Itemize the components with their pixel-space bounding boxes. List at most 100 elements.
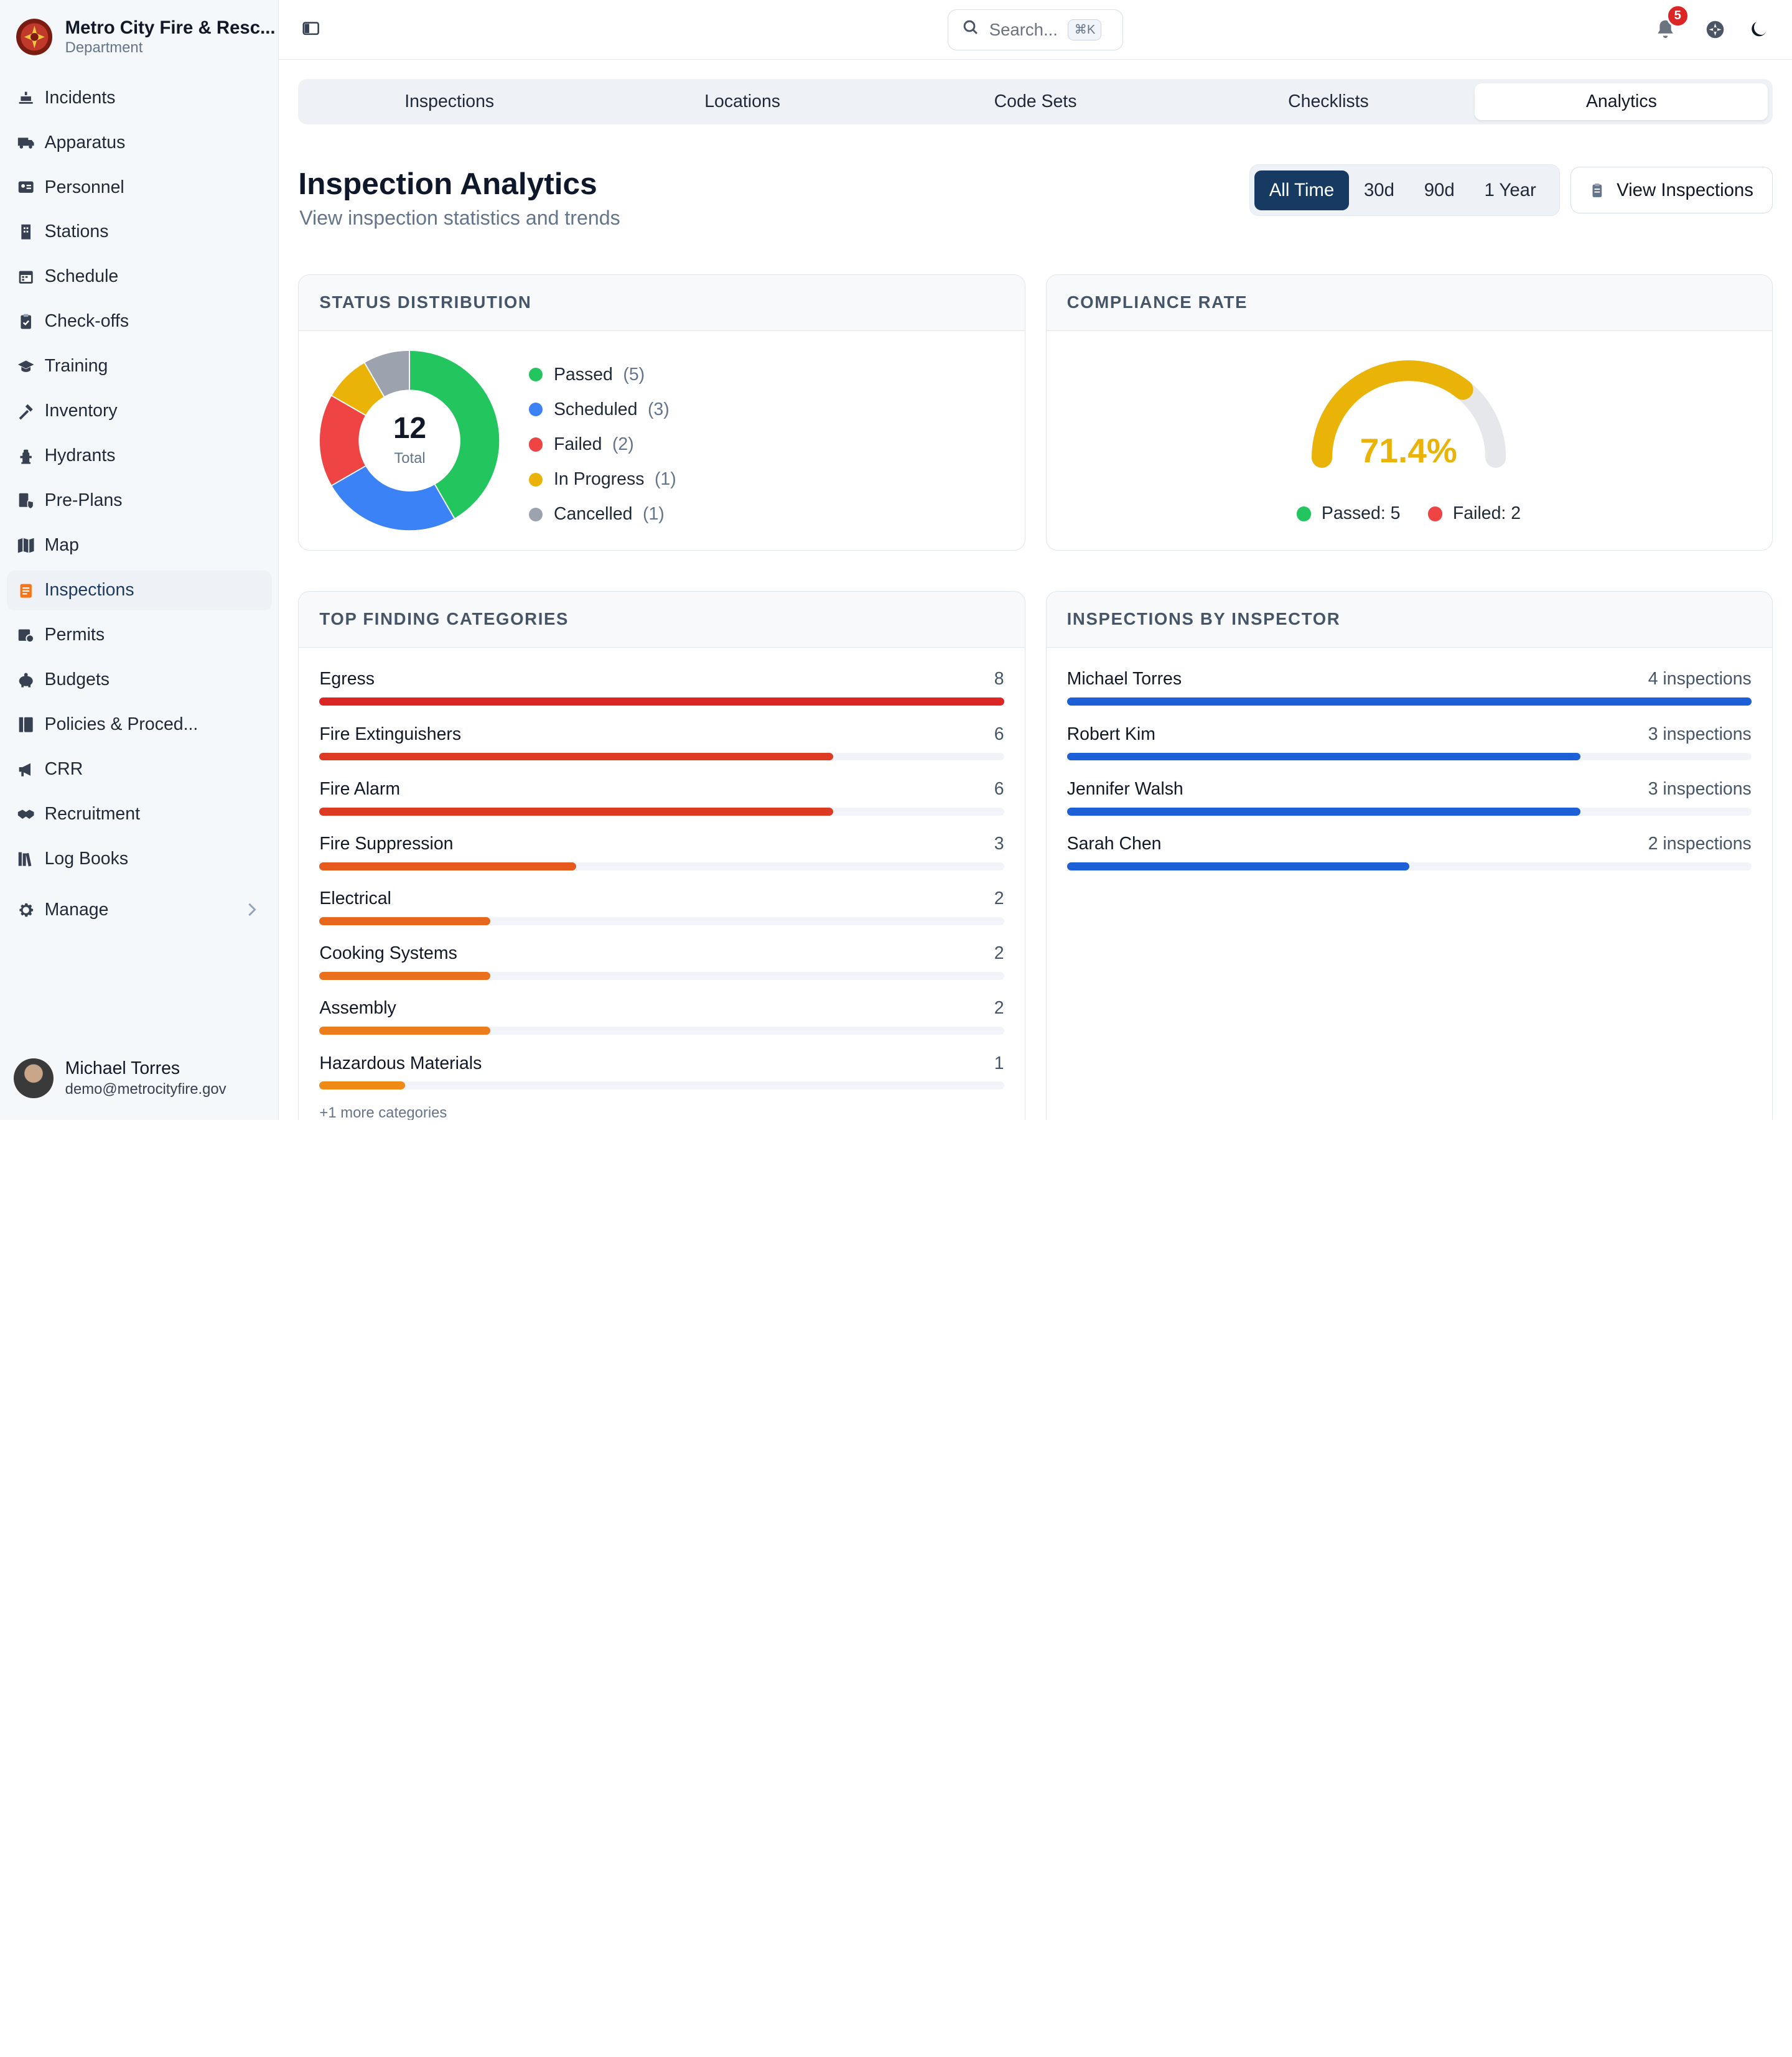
bar-label: Electrical (319, 889, 391, 909)
passed-dot-icon (1296, 506, 1312, 521)
user-profile[interactable]: Michael Torres demo@metrocityfire.gov (14, 1058, 226, 1099)
status-distribution-card: STATUS DISTRIBUTION 12 Total Passed (5) Sc… (298, 274, 1025, 551)
legend-item-cancelled: Cancelled (1) (528, 497, 676, 532)
bar-row: Hazardous Materials 1 (319, 1051, 1004, 1106)
sidebar-item-inventory[interactable]: Inventory (7, 391, 272, 431)
piggy-bank-icon (16, 670, 35, 689)
sidebar-item-log-books[interactable]: Log Books (7, 839, 272, 879)
user-email: demo@metrocityfire.gov (65, 1081, 226, 1098)
sidebar-item-recruitment[interactable]: Recruitment (7, 795, 272, 834)
sidebar-item-label: Hydrants (44, 445, 116, 466)
tab-analytics[interactable]: Analytics (1475, 83, 1768, 120)
view-inspections-button[interactable]: View Inspections (1570, 167, 1773, 214)
bar-label: Fire Suppression (319, 833, 454, 854)
legend-item-in-progress: In Progress (1) (528, 462, 676, 497)
sidebar-item-policies-proced[interactable]: Policies & Proced... (7, 705, 272, 745)
id-card-icon (16, 177, 35, 197)
bar-label: Robert Kim (1066, 724, 1155, 744)
gear-icon (16, 900, 35, 920)
sidebar-item-label: Log Books (44, 849, 129, 869)
tab-inspections[interactable]: Inspections (404, 91, 495, 111)
bar-label: Fire Extinguishers (319, 724, 462, 744)
sidebar-item-incidents[interactable]: Incidents (7, 78, 272, 118)
bar-row: Jennifer Walsh 3 inspections (1066, 777, 1752, 831)
search-input[interactable]: Search... ⌘K (947, 9, 1124, 50)
more-categories-link[interactable]: +1 more categories (319, 1104, 447, 1120)
sidebar-item-schedule[interactable]: Schedule (7, 257, 272, 297)
tools-icon (16, 401, 35, 421)
legend-count: (1) (654, 469, 676, 490)
search-shortcut: ⌘K (1068, 19, 1102, 40)
donut-total: 12 (393, 411, 427, 445)
legend-label: Failed (553, 434, 602, 454)
tab-locations[interactable]: Locations (704, 91, 780, 111)
compliance-rate-value: 71.4% (1360, 431, 1457, 470)
sidebar-item-label: Recruitment (44, 804, 140, 824)
bar-track (1066, 752, 1752, 761)
sidebar-item-hydrants[interactable]: Hydrants (7, 436, 272, 476)
range-1-year[interactable]: 1 Year (1484, 179, 1536, 200)
passed-count: Passed: 5 (1321, 503, 1401, 524)
bar-track (1066, 807, 1752, 816)
bar-row: Robert Kim 3 inspections (1066, 722, 1752, 777)
gauge-fill (1311, 360, 1473, 469)
bar-value: 2 (994, 943, 1004, 964)
legend-count: (2) (612, 434, 634, 454)
sidebar-item-apparatus[interactable]: Apparatus (7, 123, 272, 162)
sidebar-item-pre-plans[interactable]: Pre-Plans (7, 481, 272, 521)
org-brand[interactable]: Metro City Fire & Resc... Department (16, 17, 276, 57)
search-placeholder: Search... (989, 19, 1058, 39)
bar-label: Assembly (319, 998, 396, 1019)
sidebar-item-map[interactable]: Map (7, 526, 272, 566)
bar-label: Jennifer Walsh (1066, 778, 1183, 799)
moon-icon[interactable] (1748, 19, 1769, 40)
status-donut-chart: 12 Total (319, 350, 501, 532)
sidebar-item-stations[interactable]: Stations (7, 212, 272, 252)
bar-fill (1066, 752, 1580, 761)
bar-value: 2 inspections (1648, 833, 1752, 854)
incident-icon (16, 88, 35, 107)
sidebar: Metro City Fire & Resc... Department Inc… (0, 0, 279, 1120)
tab-code-sets[interactable]: Code Sets (994, 91, 1077, 111)
document-shield-icon (16, 491, 35, 510)
sidebar-item-label: Check-offs (44, 311, 129, 332)
passed-legend-item: Passed: 5 (1296, 503, 1401, 524)
sidebar-item-budgets[interactable]: Budgets (7, 660, 272, 700)
graduation-cap-icon (16, 357, 35, 376)
sidebar-item-manage[interactable]: Manage (7, 890, 272, 930)
sidebar-item-check-offs[interactable]: Check-offs (7, 302, 272, 342)
failed-dot-icon (1427, 506, 1443, 521)
bar-track (319, 752, 1004, 761)
sidebar-item-permits[interactable]: Permits (7, 615, 272, 655)
range-all-time[interactable]: All Time (1254, 170, 1350, 210)
legend-label: Passed (553, 364, 613, 385)
compliance-gauge (1311, 360, 1506, 469)
inspector-bars: Michael Torres 4 inspections Robert Kim 3 i… (1066, 667, 1752, 887)
sidebar-item-personnel[interactable]: Personnel (7, 167, 272, 207)
sidebar-item-inspections[interactable]: Inspections (7, 570, 273, 610)
org-name: Metro City Fire & Resc... (65, 17, 276, 38)
legend-label: Scheduled (553, 399, 638, 419)
sidebar-item-label: Incidents (44, 87, 116, 108)
tab-checklists[interactable]: Checklists (1288, 91, 1369, 111)
sidebar-item-crr[interactable]: CRR (7, 750, 272, 790)
fire-service-icon[interactable] (1705, 19, 1725, 40)
sidebar-item-training[interactable]: Training (7, 347, 272, 386)
bar-value: 2 (994, 998, 1004, 1019)
sidebar-item-label: Inspections (44, 580, 134, 600)
legend-dot-icon (528, 437, 543, 452)
legend-item-passed: Passed (5) (528, 357, 676, 392)
range-90d[interactable]: 90d (1424, 179, 1455, 200)
card-title: TOP FINDING CATEGORIES (299, 591, 1025, 648)
megaphone-icon (16, 760, 35, 779)
range-30d[interactable]: 30d (1363, 179, 1394, 200)
bar-row: Fire Suppression 3 (319, 831, 1004, 886)
building-icon (16, 222, 35, 241)
sidebar-toggle-icon[interactable] (302, 19, 320, 37)
sidebar-item-label: Apparatus (44, 132, 126, 152)
inspection-icon (16, 581, 35, 600)
bar-row: Egress 8 (319, 667, 1004, 722)
bar-value: 2 (994, 889, 1004, 909)
sidebar-item-label: Manage (44, 900, 109, 920)
sidebar-item-label: Permits (44, 625, 105, 645)
